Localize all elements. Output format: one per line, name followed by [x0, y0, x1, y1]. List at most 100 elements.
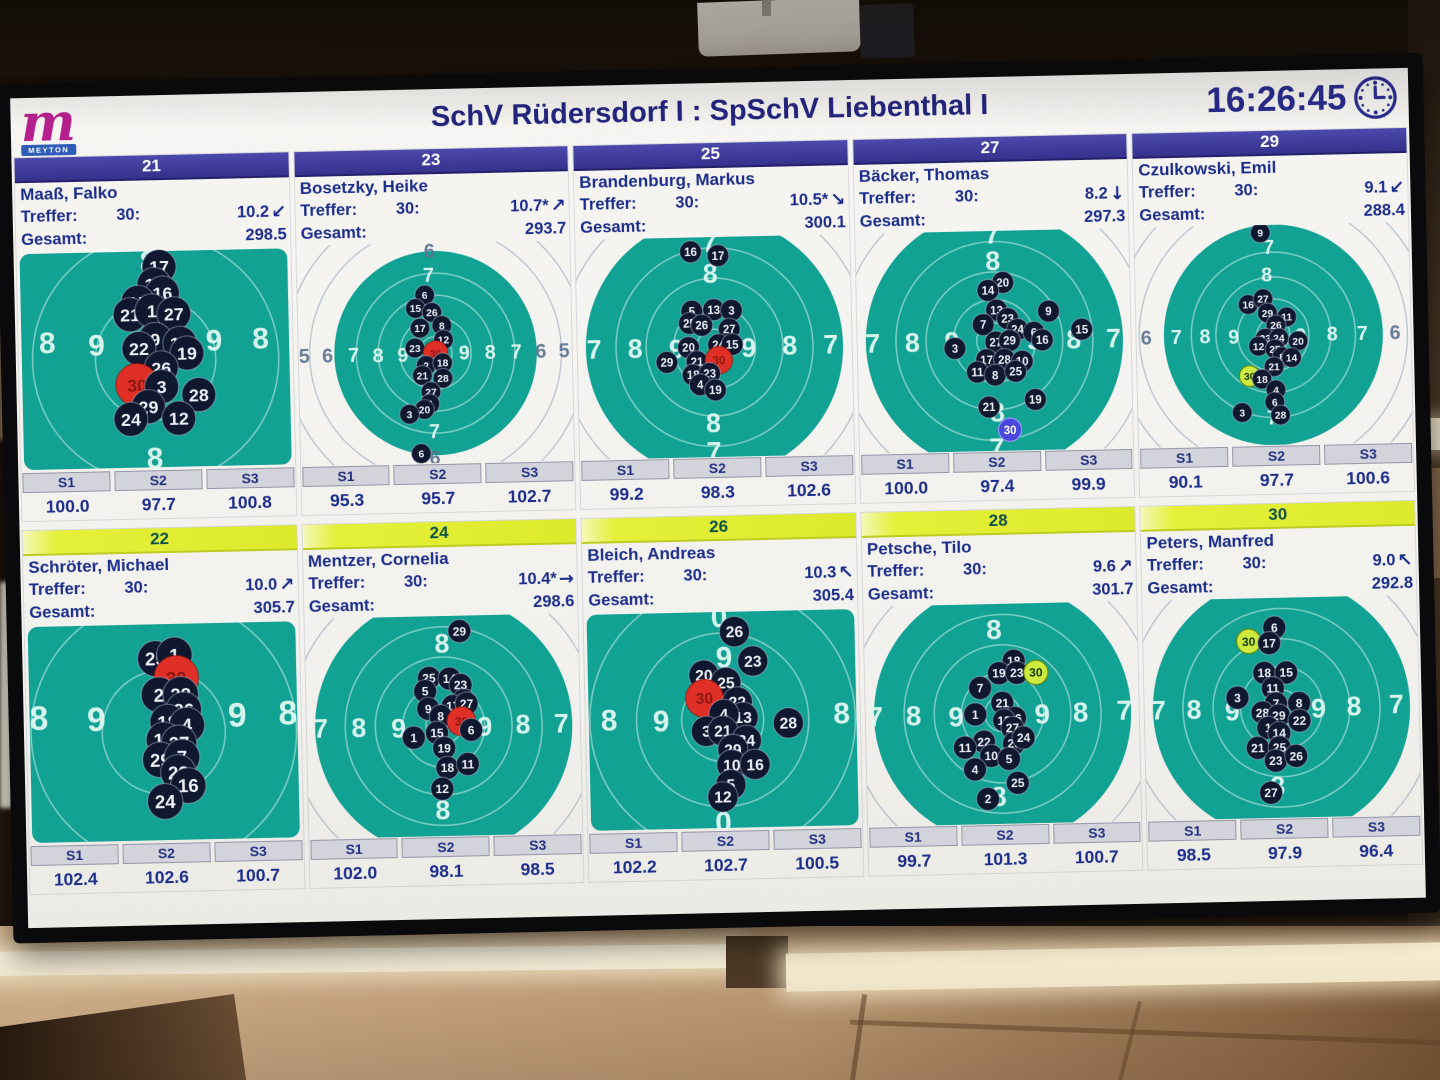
svg-text:20: 20: [682, 343, 695, 355]
projector-mount: [697, 0, 861, 57]
series-header-s3: S3: [765, 455, 854, 477]
ring-number: 9: [397, 345, 409, 367]
series-value-s2: 95.7: [421, 487, 456, 509]
svg-text:17: 17: [712, 251, 725, 263]
svg-text:27: 27: [1258, 294, 1270, 305]
shot-marker: 29: [655, 350, 679, 374]
target-plot: 5678998765677661526178231230218212827420…: [295, 240, 575, 467]
ring-number: 9: [653, 705, 670, 738]
shot-marker: 30: [1022, 659, 1049, 686]
series-value-s3: 102.7: [507, 485, 552, 507]
svg-text:4: 4: [1273, 385, 1279, 396]
series-values: 102.2 102.7 100.5: [589, 848, 863, 882]
ring-number: 7: [989, 433, 1005, 454]
gesamt-value: 292.8: [1371, 573, 1414, 593]
ring-number: 7: [1171, 327, 1183, 349]
logo-m-mark: m: [20, 91, 77, 155]
svg-text:10: 10: [984, 749, 998, 763]
svg-text:2: 2: [984, 792, 991, 806]
ring-number: 8: [706, 408, 722, 438]
target-rings: 899825130228261841327297221624: [27, 619, 300, 846]
camera-box: [859, 3, 915, 59]
svg-text:19: 19: [1029, 394, 1042, 406]
gesamt-label: Gesamt:: [1147, 578, 1214, 598]
svg-text:16: 16: [684, 247, 697, 259]
ring-number: 8: [1072, 696, 1088, 727]
ring-number: 7: [1357, 323, 1369, 345]
target-rings: 7899878630171815113782829221142125232627: [1142, 594, 1422, 821]
treffer-label: Treffer:: [859, 188, 917, 208]
ring-number: 7: [706, 437, 722, 460]
svg-text:13: 13: [707, 305, 720, 317]
series-values: 100.0 97.4 99.9: [860, 469, 1134, 503]
shot-marker: 24: [1011, 725, 1036, 750]
last-shot-value: 8.2 ↓: [1084, 183, 1126, 205]
treffer-label: Treffer:: [308, 573, 366, 593]
panel-grid: 21 Maaß, Falko Treffer: 30: 10.2 ↙ Gesamt:…: [14, 127, 1422, 894]
shot-marker: 24: [113, 401, 149, 437]
ring-number: 8: [39, 327, 56, 360]
svg-text:28: 28: [780, 715, 798, 732]
panel-lane-22: 22 Schröter, Michael Treffer: 30: 10.0 ↗ G…: [22, 525, 304, 894]
svg-text:18: 18: [1257, 375, 1269, 386]
last-shot-value: 10.3 ↖: [804, 562, 854, 584]
shot-marker: 19: [704, 378, 728, 402]
ring-number: 8: [351, 713, 367, 743]
series-values: 95.3 95.7 102.7: [301, 481, 575, 515]
shot-marker: 30: [1236, 628, 1262, 655]
svg-text:24: 24: [121, 409, 141, 430]
shot-marker: 28: [1270, 404, 1292, 426]
series-header-s1: S1: [301, 465, 391, 488]
treffer-label: Treffer:: [587, 567, 645, 587]
ring-number: 8: [833, 697, 850, 730]
target-plot: 889988171116152112792214192630328292412: [16, 246, 294, 473]
shot-marker: 19: [986, 661, 1011, 686]
last-shot-value: 9.6 ↗: [1092, 555, 1134, 578]
shot-marker: 30: [997, 417, 1022, 442]
gesamt-label: Gesamt:: [308, 596, 376, 616]
series-header-s3: S3: [1044, 448, 1133, 471]
target-plot: 6789987678791627291126232420122581421301…: [1134, 221, 1413, 448]
shot-marker: 17: [409, 317, 430, 339]
shot-marker: 15: [1274, 660, 1299, 685]
series-value-s2: 98.3: [700, 481, 736, 503]
shot-direction-icon: ↖: [838, 562, 854, 584]
svg-text:27: 27: [723, 324, 736, 336]
shot-marker: 12: [429, 776, 454, 801]
last-shot-value: 10.0 ↗: [244, 574, 295, 596]
svg-text:3: 3: [157, 377, 167, 397]
shot-marker: 1: [401, 725, 426, 750]
svg-text:20: 20: [1293, 337, 1305, 348]
shot-count: 30:: [675, 193, 700, 212]
shot-marker: 18: [434, 755, 460, 780]
shot-marker: 14: [976, 278, 1000, 303]
ring-number: 8: [904, 328, 920, 358]
shot-marker: 10: [978, 743, 1004, 769]
svg-text:6: 6: [418, 449, 424, 460]
series-header-s1: S1: [1148, 819, 1237, 842]
svg-text:7: 7: [980, 320, 987, 332]
panel-lane-26: 26 Bleich, Andreas Treffer: 30: 10.3 ↖ Ges…: [581, 513, 863, 882]
shot-direction-icon: ↗: [279, 574, 295, 596]
svg-text:8: 8: [438, 321, 444, 332]
svg-text:23: 23: [1269, 754, 1283, 768]
panel-lane-30: 30 Peters, Manfred Treffer: 30: 9.0 ↖ Gesa…: [1140, 500, 1422, 870]
ring-number: 8: [29, 700, 49, 739]
svg-text:23: 23: [409, 344, 421, 355]
shot-count: 30:: [954, 187, 979, 206]
ring-number: 7: [1263, 237, 1275, 259]
series-header-s1: S1: [860, 452, 950, 475]
series-header-s3: S3: [485, 461, 574, 484]
series-header-s1: S1: [869, 825, 958, 848]
screen: m MEYTON SchV Rüdersdorf I : SpSchV Lieb…: [10, 67, 1426, 929]
svg-text:27: 27: [164, 304, 184, 325]
panel-lane-24: 24 Mentzer, Cornelia Treffer: 30: 10.4* → …: [302, 519, 583, 888]
target-rings: 7899878787201413923724616152729317281011…: [855, 227, 1134, 454]
series-value-s1: 100.0: [45, 495, 90, 517]
svg-text:3: 3: [702, 724, 711, 741]
clock-area: 16:26:45: [1206, 74, 1399, 124]
shot-count: 30:: [403, 572, 429, 591]
svg-text:19: 19: [437, 741, 451, 755]
target-plot: 7899878787201413923724616152729317281011…: [855, 227, 1134, 454]
svg-text:16: 16: [1243, 300, 1255, 311]
